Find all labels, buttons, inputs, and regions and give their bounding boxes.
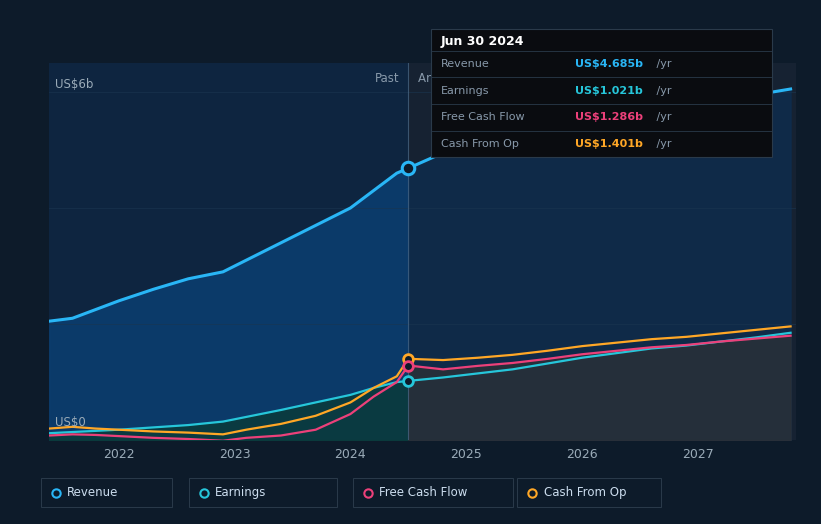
Text: US$1.401b: US$1.401b — [575, 139, 643, 149]
Text: Free Cash Flow: Free Cash Flow — [379, 486, 468, 499]
Text: /yr: /yr — [653, 59, 672, 69]
Text: Cash From Op: Cash From Op — [544, 486, 626, 499]
Text: US$4.685b: US$4.685b — [575, 59, 643, 69]
Text: US$1.021b: US$1.021b — [575, 86, 643, 96]
Text: Earnings: Earnings — [441, 86, 489, 96]
Text: US$1.286b: US$1.286b — [575, 112, 643, 122]
Text: /yr: /yr — [653, 139, 672, 149]
Text: Earnings: Earnings — [215, 486, 267, 499]
Bar — [49, 63, 408, 440]
Text: Free Cash Flow: Free Cash Flow — [441, 112, 525, 122]
Text: /yr: /yr — [653, 112, 672, 122]
Text: Jun 30 2024: Jun 30 2024 — [441, 35, 525, 48]
Text: Past: Past — [374, 72, 399, 85]
Text: Revenue: Revenue — [441, 59, 489, 69]
Text: Analysts Forecasts: Analysts Forecasts — [418, 72, 527, 85]
Text: Cash From Op: Cash From Op — [441, 139, 519, 149]
Text: /yr: /yr — [653, 86, 672, 96]
Text: US$6b: US$6b — [55, 78, 94, 91]
Text: US$0: US$0 — [55, 416, 86, 429]
Text: Revenue: Revenue — [67, 486, 119, 499]
Bar — [408, 63, 796, 440]
